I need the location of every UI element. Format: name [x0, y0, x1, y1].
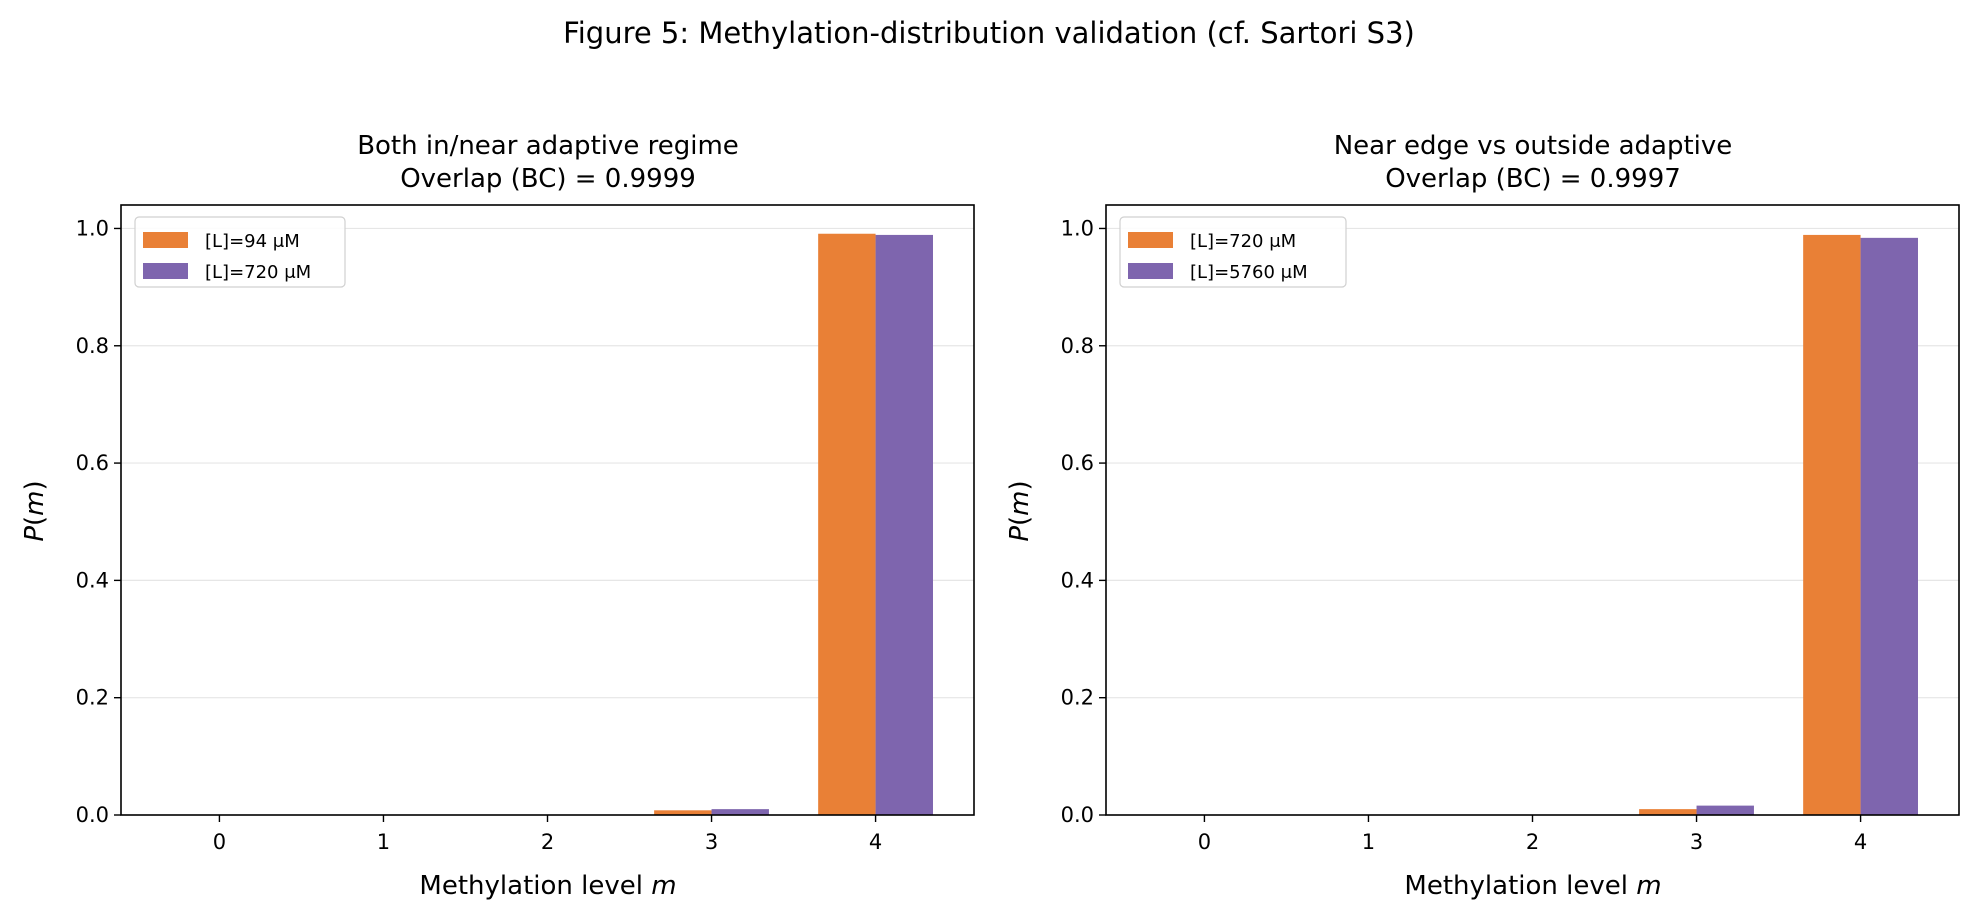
right-legend: [L]=720 μM [L]=5760 μM	[1119, 216, 1347, 288]
right-y-tick-label-3: 0.6	[1061, 451, 1094, 475]
right-x-tick-label-4: 4	[1854, 830, 1867, 854]
left-legend: [L]=94 μM [L]=720 μM	[134, 216, 346, 288]
right-x-tick-label-0: 0	[1198, 830, 1211, 854]
right-y-tick-label-1: 0.2	[1061, 686, 1094, 710]
right-x-axis-label: Methylation level m	[1404, 871, 1661, 901]
left-bar-series1-m3	[711, 809, 769, 815]
left-legend-swatch-1	[143, 263, 188, 279]
right-x-tick-label-1: 1	[1362, 830, 1375, 854]
left-x-tick-label-1: 1	[377, 830, 390, 854]
left-x-axis-label-text: Methylation level	[419, 871, 651, 901]
left-x-tick-label-2: 2	[541, 830, 554, 854]
left-bar-series0-m3	[654, 810, 712, 815]
right-x-axis-label-text: Methylation level	[1404, 871, 1636, 901]
right-bar-series1-m3	[1696, 805, 1754, 815]
right-legend-label-0: [L]=720 μM	[1190, 231, 1296, 252]
right-bar-series1-m4	[1860, 237, 1918, 815]
left-x-tick-label-3: 3	[705, 830, 718, 854]
left-y-axis-label-arg: m	[20, 490, 50, 515]
right-legend-label-1: [L]=5760 μM	[1190, 262, 1308, 283]
left-x-axis-label: Methylation level m	[419, 871, 676, 901]
right-y-axis-label-var: P	[1005, 526, 1035, 542]
right-legend-swatch-1	[1128, 263, 1173, 279]
left-x-tick-label-4: 4	[869, 830, 882, 854]
right-y-tick-label-4: 0.8	[1061, 334, 1094, 358]
left-y-tick-label-4: 0.8	[76, 334, 109, 358]
right-y-axis-label-arg: m	[1005, 490, 1035, 515]
left-y-axis-label-var: P	[20, 526, 50, 542]
right-panel-title-line2: Overlap (BC) = 0.9997	[1385, 164, 1681, 194]
right-y-tick-label-5: 1.0	[1061, 216, 1094, 240]
left-y-tick-label-0: 0.0	[76, 803, 109, 827]
left-y-tick-label-1: 0.2	[76, 686, 109, 710]
right-y-tick-label-2: 0.4	[1061, 568, 1094, 592]
figure-title: Figure 5: Methylation-distribution valid…	[563, 16, 1415, 50]
left-panel-title-line1: Both in/near adaptive regime	[357, 131, 739, 161]
right-y-tick-label-0: 0.0	[1061, 803, 1094, 827]
right-x-tick-label-2: 2	[1526, 830, 1539, 854]
left-y-tick-label-2: 0.4	[76, 568, 109, 592]
right-legend-swatch-0	[1128, 232, 1173, 248]
right-x-axis-label-var: m	[1636, 871, 1661, 901]
right-x-tick-label-3: 3	[1690, 830, 1703, 854]
left-legend-label-0: [L]=94 μM	[205, 231, 300, 252]
right-panel-title-line1: Near edge vs outside adaptive	[1334, 131, 1733, 161]
left-y-axis-label: P(m)	[20, 480, 50, 541]
left-y-tick-label-3: 0.6	[76, 451, 109, 475]
left-x-tick-label-0: 0	[213, 830, 226, 854]
left-bar-series0-m4	[818, 233, 876, 816]
left-y-tick-label-5: 1.0	[76, 216, 109, 240]
right-legend-box	[1119, 216, 1347, 288]
left-legend-swatch-0	[143, 232, 188, 248]
left-x-axis-label-var: m	[651, 871, 676, 901]
right-y-axis-label: P(m)	[1005, 480, 1035, 541]
right-bar-series0-m3	[1639, 809, 1697, 815]
left-bar-series1-m4	[875, 234, 933, 816]
right-bar-series0-m4	[1803, 234, 1861, 816]
left-legend-label-1: [L]=720 μM	[205, 262, 311, 283]
left-panel-title-line2: Overlap (BC) = 0.9999	[400, 164, 696, 194]
right-panel: Near edge vs outside adaptive Overlap (B…	[1005, 131, 1960, 901]
left-panel: Both in/near adaptive regime Overlap (BC…	[20, 131, 975, 901]
